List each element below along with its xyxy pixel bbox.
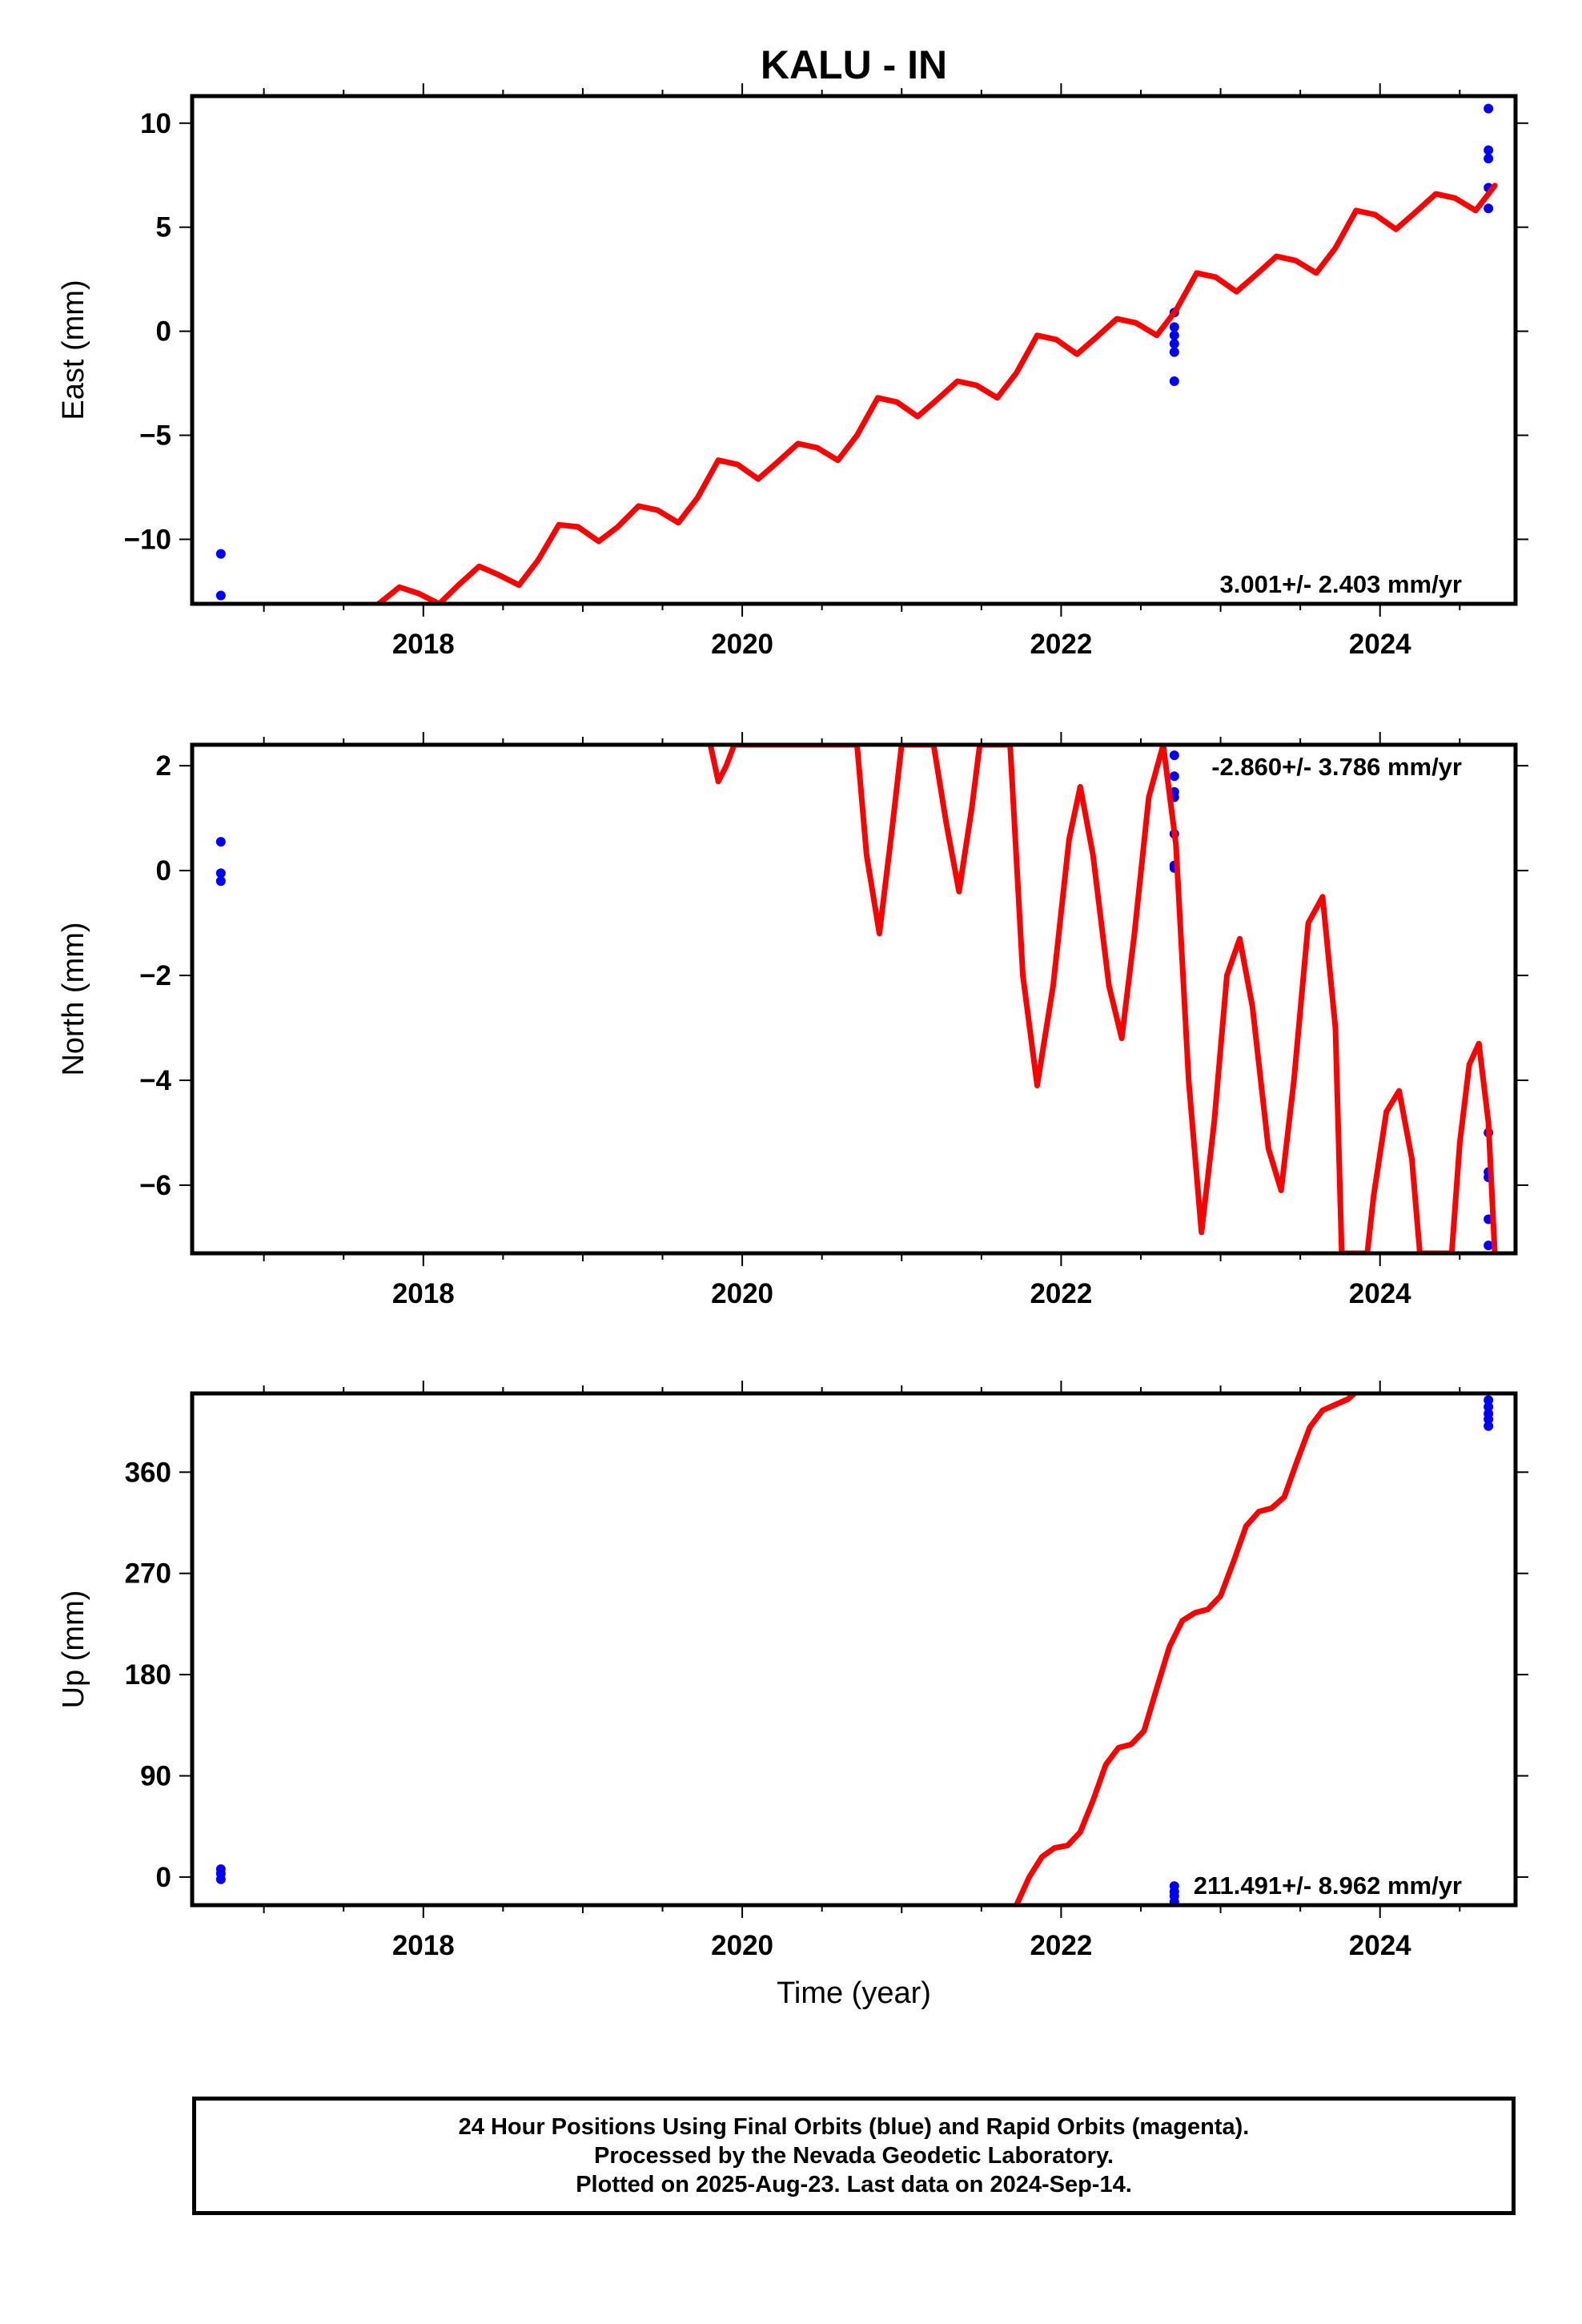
data-point: [215, 876, 226, 887]
footer-line-3: Plotted on 2025-Aug-23. Last data on 202…: [576, 2172, 1132, 2197]
model-curve: [1014, 1393, 1358, 1905]
plot-frame: [190, 94, 1518, 606]
model-curve: [707, 745, 1498, 1253]
x-tick-label: 2024: [1349, 629, 1411, 660]
data-point: [215, 590, 226, 601]
data-point: [1484, 1395, 1494, 1405]
x-axis-label: Time (year): [777, 1976, 931, 2010]
data-point: [1484, 145, 1494, 155]
data-point: [1484, 1401, 1494, 1412]
plot-frame: [190, 1391, 1518, 1908]
x-tick-label: 2020: [711, 629, 773, 660]
data-point: [1169, 339, 1179, 349]
model-curve: [375, 183, 1498, 604]
data-point: [1169, 347, 1179, 357]
data-point: [1484, 1240, 1494, 1251]
plot-area: [215, 745, 1498, 1253]
y-tick-label: 5: [156, 212, 171, 243]
data-point: [1484, 103, 1494, 114]
x-tick-label: 2018: [392, 1930, 455, 1961]
data-point: [215, 1874, 226, 1884]
data-point: [1169, 322, 1179, 332]
plot-frame: [190, 742, 1518, 1256]
data-point: [1169, 330, 1179, 340]
y-tick-label: 0: [156, 316, 171, 348]
y-tick-label: 0: [156, 855, 171, 887]
x-tick-label: 2018: [392, 1278, 455, 1309]
y-axis-label: East (mm): [57, 279, 90, 420]
y-tick-label: 360: [125, 1457, 171, 1488]
data-point: [215, 549, 226, 559]
panel-2: 2018 2020 2022 2024 −6 −4 −2 0 2 North (mm) -2.860…: [57, 732, 1528, 1309]
x-tick-label: 2020: [711, 1278, 773, 1309]
y-tick-label: 180: [125, 1659, 171, 1691]
y-tick-label: −4: [139, 1065, 171, 1096]
x-tick-label: 2020: [711, 1930, 773, 1961]
y-axis-label: Up (mm): [57, 1590, 90, 1709]
y-tick-label: −6: [139, 1170, 171, 1201]
footer-note-box: 24 Hour Positions Using Final Orbits (bl…: [192, 2097, 1516, 2215]
rate-annotation: -2.860+/- 3.786 mm/yr: [1211, 753, 1462, 781]
x-tick-label: 2022: [1030, 1278, 1092, 1309]
y-tick-label: 2: [156, 750, 171, 782]
data-point: [1484, 203, 1494, 214]
y-tick-label: 90: [140, 1760, 171, 1791]
y-tick-label: 270: [125, 1558, 171, 1590]
footer-line-2: Processed by the Nevada Geodetic Laborat…: [594, 2143, 1114, 2169]
panel-3: 2018 2020 2022 2024 0 90 180 270 360 Up (mm) 211.4…: [57, 1381, 1528, 2010]
chart-title: KALU - IN: [761, 42, 947, 87]
data-point: [1484, 1421, 1494, 1431]
data-point: [1169, 750, 1179, 761]
y-tick-label: 10: [140, 108, 171, 139]
x-tick-label: 2024: [1349, 1930, 1411, 1961]
x-tick-label: 2022: [1030, 1930, 1092, 1961]
y-tick-label: −5: [139, 420, 171, 452]
panel-1: 2018 2020 2022 2024 −10 −5 0 5 10 East (mm) 3.001+…: [57, 42, 1528, 660]
plot-area: [215, 1393, 1494, 1905]
data-point: [1169, 771, 1179, 782]
y-tick-label: −2: [139, 960, 171, 991]
rate-annotation: 211.491+/- 8.962 mm/yr: [1194, 1872, 1462, 1900]
x-tick-label: 2024: [1349, 1278, 1411, 1309]
data-point: [1484, 1414, 1494, 1425]
y-tick-label: 0: [156, 1862, 171, 1893]
data-point: [1169, 376, 1179, 386]
rate-annotation: 3.001+/- 2.403 mm/yr: [1220, 570, 1462, 598]
data-point: [215, 837, 226, 847]
x-tick-label: 2018: [392, 629, 455, 660]
y-tick-label: −10: [124, 524, 171, 555]
y-axis-label: North (mm): [57, 922, 90, 1076]
data-point: [1484, 153, 1494, 163]
data-point: [1169, 1896, 1179, 1905]
x-tick-label: 2022: [1030, 629, 1092, 660]
footer-line-1: 24 Hour Positions Using Final Orbits (bl…: [458, 2114, 1250, 2140]
plot-area: [215, 103, 1498, 604]
data-point: [215, 868, 226, 879]
